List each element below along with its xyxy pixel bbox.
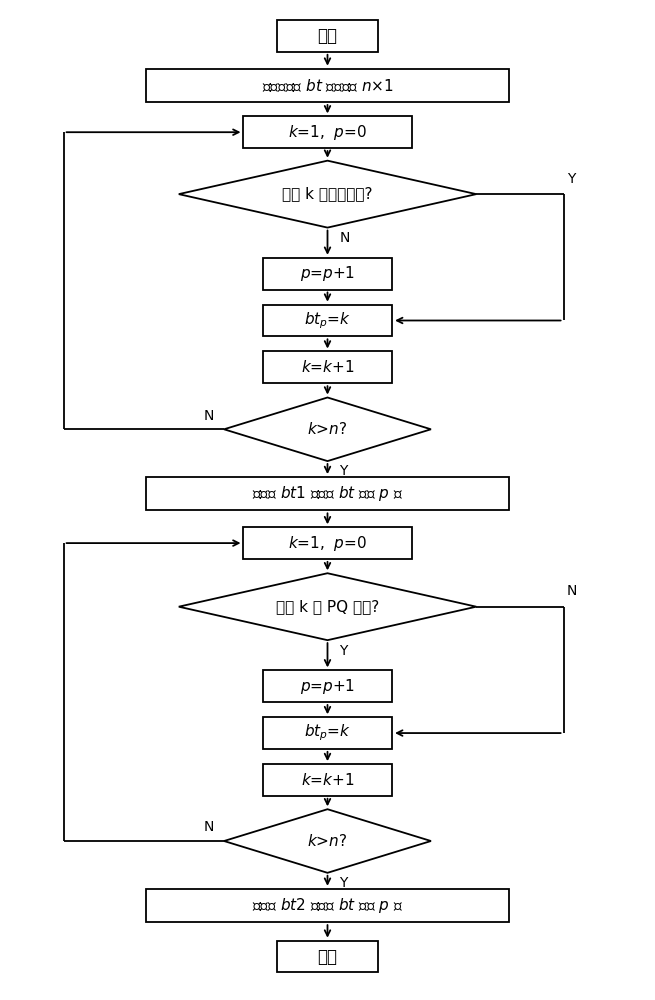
- Bar: [263, 717, 392, 749]
- Text: $k$>$n$?: $k$>$n$?: [307, 833, 348, 849]
- Bar: [263, 351, 392, 383]
- Text: $k$=1,  $p$=0: $k$=1, $p$=0: [288, 123, 367, 142]
- Text: $k$=$k$+1: $k$=$k$+1: [301, 772, 354, 788]
- Text: $p$=$p$+1: $p$=$p$+1: [300, 677, 355, 696]
- Text: Y: Y: [339, 876, 348, 890]
- Bar: [244, 116, 411, 148]
- Text: $p$=$p$+1: $p$=$p$+1: [300, 264, 355, 283]
- Text: $k$=$k$+1: $k$=$k$+1: [301, 359, 354, 375]
- Bar: [244, 527, 411, 559]
- Text: 节点 k 是平衡节点?: 节点 k 是平衡节点?: [282, 187, 373, 202]
- Text: 预定义数组 $bt$ 的维数为 $n$×1: 预定义数组 $bt$ 的维数为 $n$×1: [261, 77, 394, 94]
- Text: N: N: [339, 231, 350, 245]
- Polygon shape: [179, 573, 476, 640]
- Text: 节点 k 是 PQ 节点?: 节点 k 是 PQ 节点?: [276, 599, 379, 614]
- Text: 令数组 $bt2$ 为数组 $bt$ 的前 $p$ 项: 令数组 $bt2$ 为数组 $bt$ 的前 $p$ 项: [252, 896, 403, 915]
- Bar: [147, 69, 508, 102]
- Polygon shape: [224, 397, 431, 461]
- Text: $bt_p$=$k$: $bt_p$=$k$: [304, 310, 351, 331]
- Text: Y: Y: [339, 644, 348, 658]
- Text: N: N: [204, 820, 214, 834]
- Text: 结束: 结束: [318, 948, 337, 966]
- Bar: [263, 305, 392, 336]
- Bar: [147, 477, 508, 510]
- Text: Y: Y: [567, 172, 575, 186]
- Text: $bt_p$=$k$: $bt_p$=$k$: [304, 723, 351, 743]
- Bar: [277, 20, 378, 52]
- Bar: [263, 670, 392, 702]
- Text: N: N: [567, 584, 577, 598]
- Bar: [277, 941, 378, 972]
- Polygon shape: [179, 161, 476, 228]
- Text: 令数组 $bt1$ 为数组 $bt$ 的前 $p$ 项: 令数组 $bt1$ 为数组 $bt$ 的前 $p$ 项: [252, 484, 403, 503]
- Polygon shape: [224, 809, 431, 873]
- Text: 开始: 开始: [318, 27, 337, 45]
- Text: Y: Y: [339, 464, 348, 478]
- Bar: [263, 258, 392, 290]
- Text: $k$=1,  $p$=0: $k$=1, $p$=0: [288, 534, 367, 553]
- Bar: [147, 889, 508, 922]
- Text: N: N: [204, 409, 214, 423]
- Text: $k$>$n$?: $k$>$n$?: [307, 421, 348, 437]
- Bar: [263, 764, 392, 796]
